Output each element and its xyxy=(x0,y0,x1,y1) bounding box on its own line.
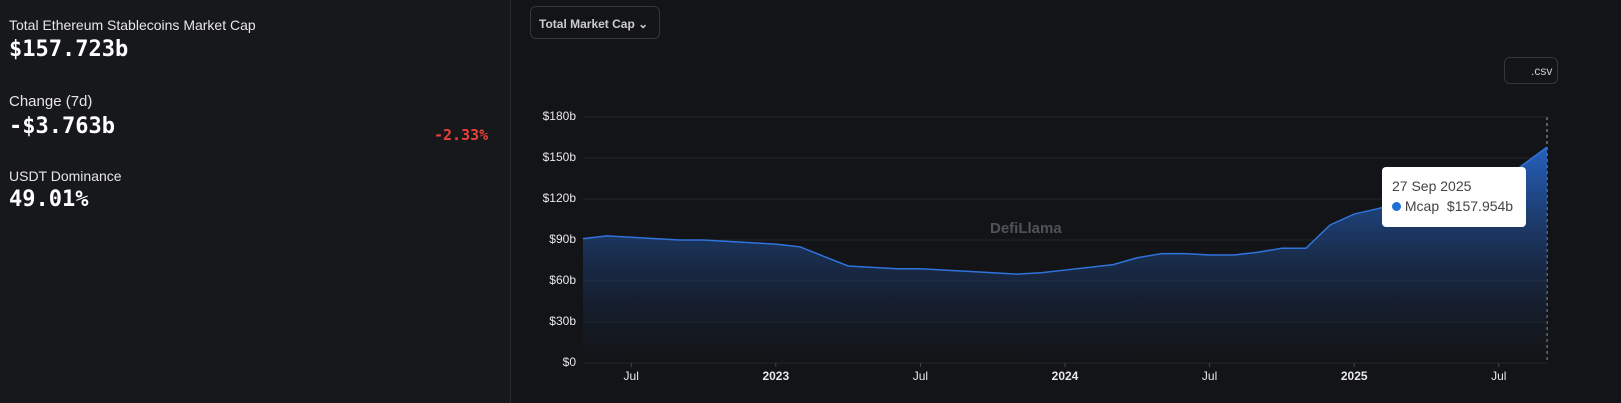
metric-dropdown[interactable]: Total Market Cap ⌄ xyxy=(530,6,660,39)
y-tick-label: $60b xyxy=(549,273,576,287)
stat-label: Total Ethereum Stablecoins Market Cap xyxy=(9,17,256,33)
tooltip-value: $157.954b xyxy=(1446,198,1514,214)
stat-value: 49.01% xyxy=(9,187,89,212)
x-tick-label: 2023 xyxy=(762,369,789,383)
x-tick-label: Jul xyxy=(1491,369,1506,383)
dropdown-label: Total Market Cap xyxy=(539,17,635,31)
csv-label: .csv xyxy=(1531,64,1553,78)
tooltip-date: 27 Sep 2025 xyxy=(1392,178,1472,194)
tooltip-dot xyxy=(1392,202,1401,211)
tooltip: 27 Sep 2025 Mcap $157.954b xyxy=(1382,167,1526,227)
stat-change-percent: -2.33% xyxy=(434,126,489,144)
stat-value: $157.723b xyxy=(9,37,129,62)
watermark: DefiLlama xyxy=(990,220,1062,237)
stat-label: USDT Dominance xyxy=(9,168,122,184)
y-tick-label: $150b xyxy=(543,150,577,164)
x-tick-label: Jul xyxy=(1202,369,1217,383)
tooltip-name: Mcap xyxy=(1404,198,1440,214)
x-tick-label: 2024 xyxy=(1052,369,1079,383)
csv-button[interactable]: .csv xyxy=(1504,57,1558,84)
stat-label: Change (7d) xyxy=(9,93,93,110)
watermark-text: DefiLlama xyxy=(990,220,1062,237)
y-tick-label: $180b xyxy=(543,109,577,123)
y-tick-label: $0 xyxy=(563,355,577,369)
y-tick-label: $90b xyxy=(549,232,576,246)
y-tick-label: $30b xyxy=(549,314,576,328)
y-tick-label: $120b xyxy=(543,191,577,205)
x-tick-label: Jul xyxy=(913,369,928,383)
stats-panel: Total Ethereum Stablecoins Market Cap $1… xyxy=(0,0,511,403)
x-tick-label: Jul xyxy=(624,369,639,383)
x-tick-label: 2025 xyxy=(1341,369,1368,383)
area xyxy=(583,147,1547,363)
stat-value: -$3.763b xyxy=(9,114,115,139)
